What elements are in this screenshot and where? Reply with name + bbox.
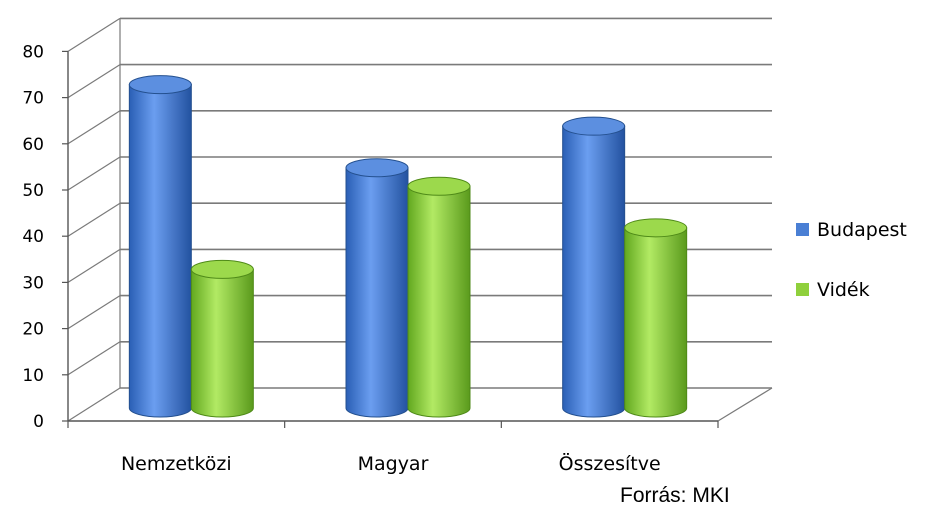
y-tick-label: 30 [22, 273, 44, 293]
bar-budapest-2 [562, 116, 626, 418]
bars [128, 75, 688, 418]
bar-budapest-1 [345, 158, 409, 418]
legend-label: Vidék [817, 279, 870, 301]
legend-item-vidék: Vidék [796, 279, 870, 301]
source-note: Forrás: MKI [620, 484, 730, 507]
legend-item-budapest: Budapest [796, 219, 907, 241]
legend-swatch [796, 223, 809, 236]
axes [62, 50, 719, 428]
y-tick-label: 10 [22, 366, 44, 386]
y-tick-label: 20 [22, 320, 44, 340]
legend-label: Budapest [817, 219, 907, 241]
gridline [67, 63, 772, 99]
gridline [67, 110, 772, 145]
category-label: Összesítve [559, 452, 661, 475]
gridline [67, 17, 772, 52]
y-tick-label: 60 [22, 135, 44, 155]
y-tick-label: 80 [22, 42, 44, 62]
bar-budapest-0 [128, 75, 192, 418]
category-label: Nemzetközi [121, 453, 232, 475]
legend: Budapest Vidék [796, 219, 907, 301]
y-tick-label: 50 [22, 181, 44, 201]
labels: 0 10 20 30 40 50 60 70 80 Nemzetközi Magyar Összesí… [22, 42, 660, 475]
floor-edge [717, 387, 773, 422]
y-tick-label: 0 [33, 412, 44, 432]
y-tick-label: 70 [22, 89, 44, 109]
bar-vidék-1 [407, 176, 471, 418]
bar-vidék-0 [190, 259, 254, 418]
gridline [67, 156, 772, 191]
bar-vidék-2 [624, 218, 688, 418]
y-tick-label: 40 [22, 227, 44, 247]
legend-swatch [796, 283, 809, 296]
category-label: Magyar [358, 453, 429, 475]
